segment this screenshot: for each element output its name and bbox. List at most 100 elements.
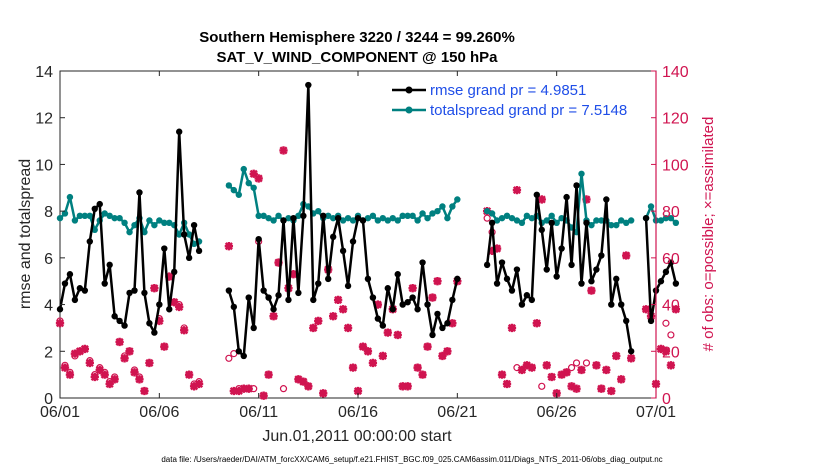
obs-possible-point xyxy=(657,345,665,353)
obs-assimilated-point xyxy=(547,372,556,382)
totalspread-point xyxy=(101,210,108,217)
obs-possible-point xyxy=(518,366,526,374)
totalspread-point xyxy=(439,203,446,210)
totalspread-point xyxy=(86,212,94,220)
obs-possible-point xyxy=(314,317,322,325)
rmse-point xyxy=(325,275,332,283)
rmse-point xyxy=(146,320,153,327)
rmse-point xyxy=(618,301,625,308)
rmse-point xyxy=(359,217,367,224)
obs-assimilated-point xyxy=(487,246,497,256)
totalspread-point xyxy=(449,203,456,210)
obs-possible-point xyxy=(548,373,556,381)
obs-assimilated-point xyxy=(527,363,536,372)
totalspread-point xyxy=(384,217,391,224)
rmse-point xyxy=(384,285,391,292)
y-tick-label-left: 10 xyxy=(35,157,53,174)
rmse-point xyxy=(354,214,362,222)
totalspread-point xyxy=(394,217,401,224)
rmse-point xyxy=(662,268,670,276)
rmse-point xyxy=(176,128,183,135)
rmse-point xyxy=(96,200,103,208)
totalspread-point xyxy=(270,217,277,224)
totalspread-point xyxy=(260,212,267,220)
rmse-point xyxy=(225,287,233,294)
rmse-point xyxy=(190,221,198,229)
totalspread-point xyxy=(672,219,680,227)
obs-possible-point xyxy=(414,364,422,372)
obs-assimilated-point xyxy=(587,286,596,295)
rmse-point xyxy=(235,348,242,355)
obs-possible-point xyxy=(135,373,144,381)
rmse-point xyxy=(285,296,292,304)
obs-possible-point xyxy=(130,366,139,374)
obs-assimilated-point xyxy=(562,368,571,377)
totalspread-point xyxy=(543,217,550,224)
obs-possible-point xyxy=(364,347,372,355)
obs-possible-point xyxy=(662,319,670,327)
rmse-point xyxy=(56,306,64,313)
obs-possible-point xyxy=(483,214,491,222)
obs-possible-point xyxy=(379,352,387,360)
obs-assimilated-point xyxy=(249,169,258,178)
rmse-point xyxy=(349,238,357,245)
obs-possible-point xyxy=(572,359,581,367)
rmse-point xyxy=(195,247,203,255)
y-tick-label-left: 14 xyxy=(35,64,53,81)
footnote: data file: /Users/raeder/DAI/ATM_forcXX/… xyxy=(161,455,662,464)
totalspread-point xyxy=(61,210,69,217)
obs-possible-point xyxy=(245,385,253,393)
obs-assimilated-point xyxy=(244,384,253,393)
obs-assimilated-point xyxy=(622,251,631,260)
totalspread-point xyxy=(409,212,416,220)
totalspread-point xyxy=(315,207,322,215)
obs-assimilated-point xyxy=(299,377,308,386)
rmse-point xyxy=(627,348,635,355)
obs-assimilated-point xyxy=(627,354,636,363)
obs-assimilated-point xyxy=(522,361,532,370)
y-tick-label-right: 40 xyxy=(662,298,680,315)
totalspread-point xyxy=(325,212,332,220)
rmse-point xyxy=(513,266,521,273)
totalspread-point xyxy=(121,219,128,227)
rmse-point xyxy=(250,324,257,332)
obs-possible-point xyxy=(81,345,89,353)
rmse-point xyxy=(389,306,396,313)
totalspread-point xyxy=(126,228,133,236)
x-tick-label: 06/26 xyxy=(537,404,577,421)
obs-assimilated-point xyxy=(373,300,383,309)
totalspread-point xyxy=(369,212,377,220)
obs-assimilated-point xyxy=(413,363,422,372)
obs-possible-point xyxy=(145,359,153,367)
rmse-point xyxy=(180,231,188,238)
obs-assimilated-point xyxy=(294,375,303,384)
obs-assimilated-point xyxy=(497,370,507,379)
obs-assimilated-point xyxy=(666,361,676,370)
rmse-point xyxy=(548,219,555,227)
plot-area xyxy=(59,70,657,399)
rmse-point xyxy=(503,275,511,283)
rmse-series xyxy=(56,81,680,360)
obs-possible-point xyxy=(240,385,248,393)
rmse-point xyxy=(419,259,426,266)
obs-assimilated-point xyxy=(577,365,586,375)
obs-assimilated-point xyxy=(304,382,313,391)
obs-possible-point xyxy=(225,354,233,362)
x-tick-label: 07/01 xyxy=(636,404,676,421)
totalspread-point xyxy=(106,212,113,220)
totalspread-point xyxy=(657,217,665,224)
rmse-point xyxy=(608,301,615,308)
obs-assimilated-point xyxy=(75,347,85,356)
totalspread-point xyxy=(424,214,431,222)
obs-possible-point xyxy=(359,343,367,351)
obs-possible-point xyxy=(319,389,327,397)
totalspread-point xyxy=(185,231,193,238)
obs-possible-point xyxy=(304,382,312,390)
obs-assimilated-point xyxy=(224,242,234,251)
rmse-point xyxy=(434,310,441,318)
rmse-point xyxy=(329,233,337,241)
totalspread-point xyxy=(161,219,168,227)
obs-possible-point xyxy=(443,347,451,355)
obs-assimilated-point xyxy=(189,382,199,391)
legend-spread-marker xyxy=(405,106,413,114)
